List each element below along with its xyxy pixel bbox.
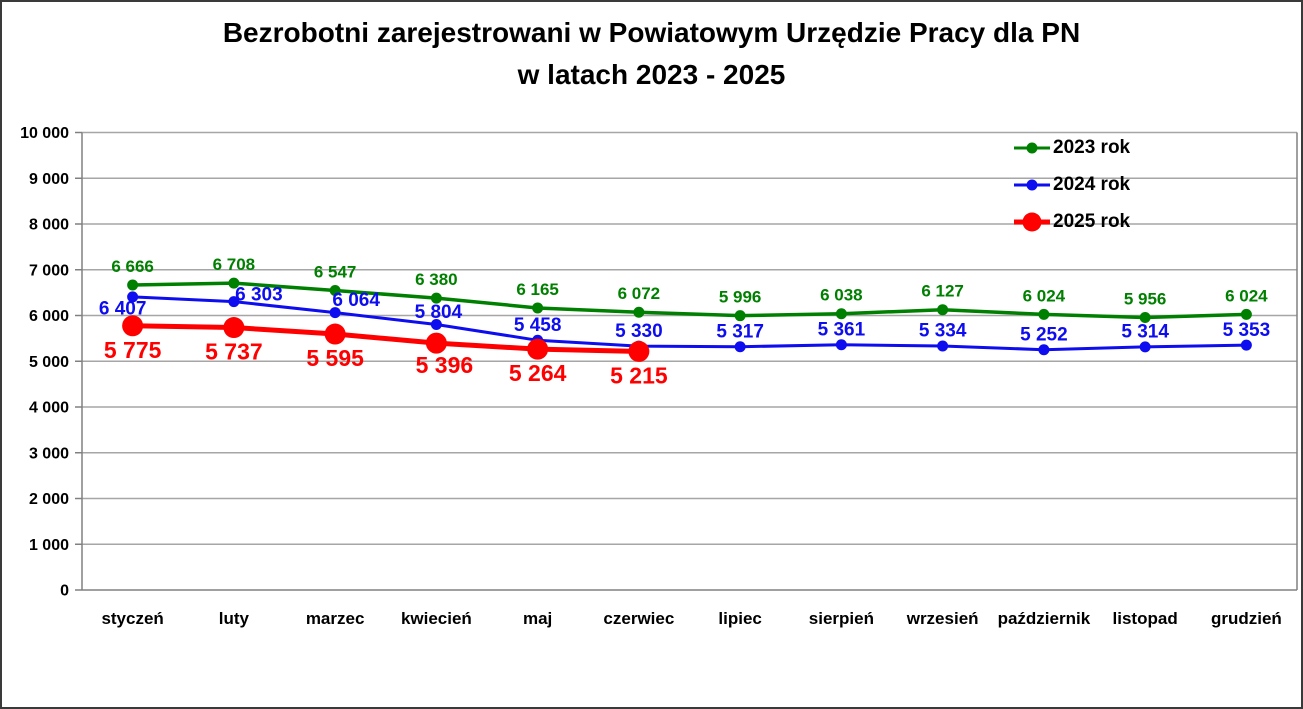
data-label: 6 708 bbox=[213, 255, 256, 274]
x-axis-label: kwiecień bbox=[401, 609, 472, 628]
data-label: 6 072 bbox=[618, 284, 661, 303]
data-point bbox=[430, 318, 442, 330]
legend: 2023 rok 2024 rok 2025 rok bbox=[1014, 129, 1130, 240]
legend-label: 2025 rok bbox=[1053, 210, 1131, 232]
data-label: 5 804 bbox=[415, 302, 463, 323]
data-label: 5 956 bbox=[1124, 289, 1167, 308]
y-axis-label: 8 000 bbox=[29, 217, 69, 234]
data-label: 6 064 bbox=[332, 290, 380, 311]
data-label: 5 361 bbox=[818, 319, 866, 340]
data-point bbox=[835, 339, 847, 351]
data-point bbox=[1038, 344, 1050, 356]
data-point bbox=[1139, 341, 1151, 353]
legend-item-2025: 2025 rok bbox=[1014, 203, 1130, 240]
line-marker-icon bbox=[1014, 136, 1050, 160]
data-label: 5 458 bbox=[514, 315, 562, 336]
chart-title-line1: Bezrobotni zarejestrowani w Powiatowym U… bbox=[222, 17, 1081, 48]
data-point bbox=[835, 308, 847, 320]
data-point bbox=[734, 341, 746, 353]
data-point bbox=[532, 302, 544, 314]
data-point bbox=[1240, 308, 1252, 320]
chart-title-line2: w latach 2023 - 2025 bbox=[517, 59, 786, 90]
data-label: 5 252 bbox=[1020, 324, 1068, 345]
data-point bbox=[329, 307, 341, 319]
data-label: 5 396 bbox=[416, 352, 474, 378]
data-label: 6 303 bbox=[235, 284, 283, 305]
data-point bbox=[329, 284, 341, 296]
x-axis-label: wrzesień bbox=[906, 609, 979, 628]
y-axis-label: 5 000 bbox=[29, 354, 69, 371]
y-axis-label: 0 bbox=[60, 583, 69, 600]
x-axis-label: czerwiec bbox=[603, 609, 674, 628]
data-label: 5 215 bbox=[610, 362, 668, 388]
data-point bbox=[937, 340, 949, 352]
data-point bbox=[228, 277, 240, 289]
data-point bbox=[425, 332, 447, 354]
data-point bbox=[734, 310, 746, 322]
x-axis-label: listopad bbox=[1113, 609, 1178, 628]
data-label: 5 996 bbox=[719, 288, 762, 307]
x-axis-label: październik bbox=[998, 609, 1091, 628]
x-axis-label: grudzień bbox=[1211, 609, 1282, 628]
x-axis-label: luty bbox=[219, 609, 250, 628]
series-line-2023-rok bbox=[132, 281, 1247, 320]
x-axis-label: lipiec bbox=[718, 609, 761, 628]
line-marker-icon bbox=[1014, 173, 1050, 197]
data-point bbox=[223, 317, 245, 339]
chart-title: Bezrobotni zarejestrowani w Powiatowym U… bbox=[0, 12, 1303, 96]
y-axis-label: 4 000 bbox=[29, 400, 69, 417]
x-axis-label: styczeń bbox=[101, 609, 163, 628]
data-label: 6 024 bbox=[1225, 286, 1268, 305]
y-axis-label: 10 000 bbox=[20, 125, 69, 142]
data-label: 5 737 bbox=[205, 339, 263, 365]
x-axis-label: maj bbox=[523, 609, 552, 628]
data-point bbox=[628, 340, 650, 362]
series-line-2024-rok bbox=[132, 295, 1247, 352]
legend-item-2024: 2024 rok bbox=[1014, 166, 1130, 203]
data-point bbox=[228, 296, 240, 308]
data-label: 6 024 bbox=[1023, 286, 1066, 305]
line-marker-icon bbox=[1014, 210, 1050, 234]
data-point bbox=[1139, 312, 1151, 324]
data-label: 5 314 bbox=[1121, 322, 1169, 343]
series-line-2025-rok bbox=[132, 323, 639, 354]
data-label: 6 127 bbox=[921, 282, 964, 301]
data-point bbox=[127, 291, 139, 303]
data-label: 5 317 bbox=[716, 321, 764, 342]
data-label: 6 038 bbox=[820, 286, 863, 305]
y-axis-label: 6 000 bbox=[29, 308, 69, 325]
y-axis-label: 1 000 bbox=[29, 537, 69, 554]
data-point bbox=[937, 304, 949, 316]
y-axis-label: 7 000 bbox=[29, 262, 69, 279]
data-label: 5 775 bbox=[104, 337, 162, 363]
data-label: 6 666 bbox=[111, 257, 154, 276]
legend-item-2023: 2023 rok bbox=[1014, 129, 1130, 166]
data-label: 5 330 bbox=[615, 321, 663, 342]
legend-label: 2023 rok bbox=[1053, 136, 1131, 158]
data-point bbox=[324, 323, 346, 345]
y-axis-label: 2 000 bbox=[29, 491, 69, 508]
data-label: 5 595 bbox=[306, 345, 364, 371]
data-point bbox=[122, 315, 144, 337]
data-point bbox=[527, 338, 549, 360]
data-label: 5 264 bbox=[509, 360, 567, 386]
y-axis-label: 9 000 bbox=[29, 171, 69, 188]
data-point bbox=[1240, 339, 1252, 351]
data-point bbox=[430, 292, 442, 304]
data-label: 6 407 bbox=[99, 299, 147, 320]
data-point bbox=[127, 279, 139, 291]
data-label: 6 547 bbox=[314, 262, 357, 281]
data-point bbox=[1038, 308, 1050, 320]
data-label: 5 353 bbox=[1223, 320, 1271, 341]
data-label: 6 380 bbox=[415, 270, 458, 289]
data-label: 5 334 bbox=[919, 321, 967, 342]
y-axis-label: 3 000 bbox=[29, 445, 69, 462]
data-point bbox=[633, 306, 645, 318]
x-axis-label: marzec bbox=[306, 609, 365, 628]
data-label: 6 165 bbox=[516, 280, 559, 299]
legend-label: 2024 rok bbox=[1053, 173, 1131, 195]
x-axis-label: sierpień bbox=[809, 609, 874, 628]
